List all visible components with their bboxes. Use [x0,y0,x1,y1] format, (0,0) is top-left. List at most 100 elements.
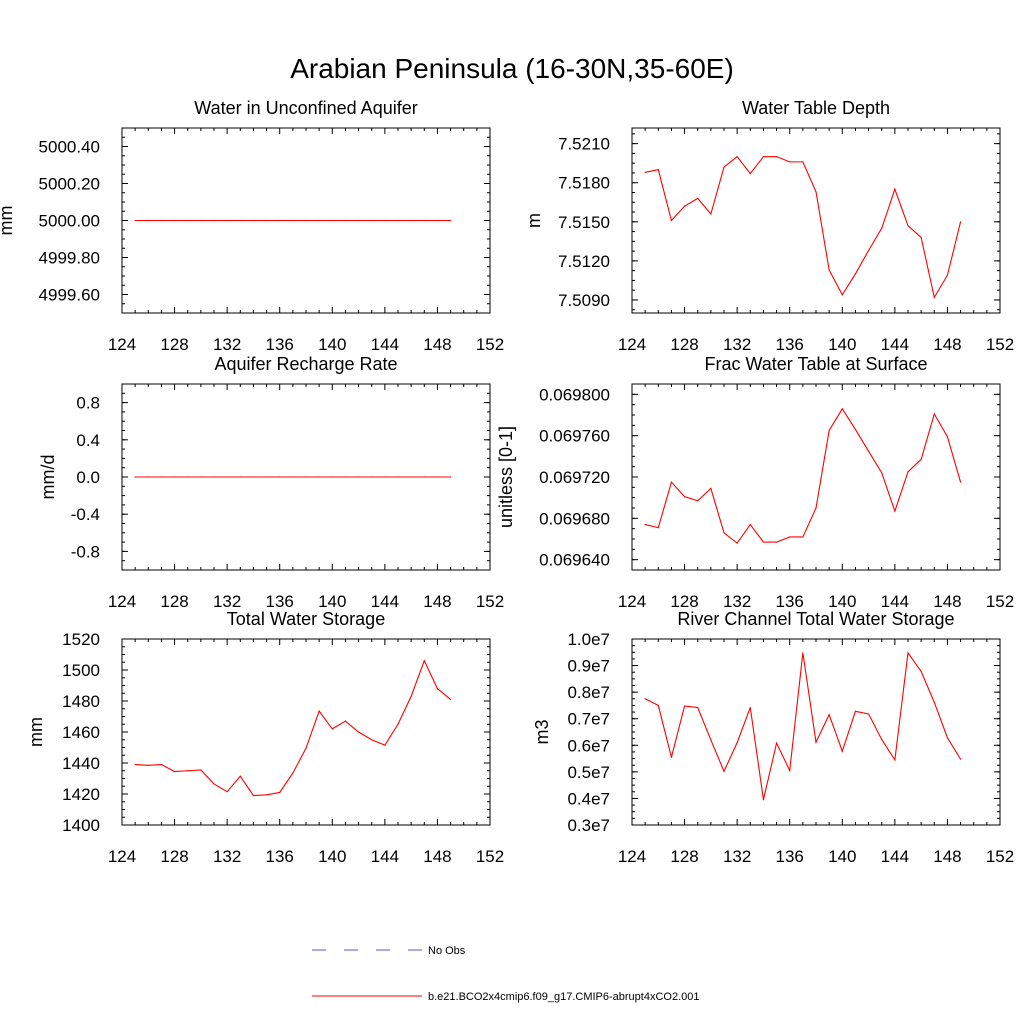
data-point [423,219,425,222]
y-tick-label: 7.5120 [558,252,610,271]
data-point [239,476,241,478]
data-point [200,219,202,222]
data-point [657,169,659,171]
y-tick-label: 1.0e7 [567,630,610,649]
panel-2: Water Table Depth 124 128 132 136 140 144 148 15… [524,98,1014,354]
data-point [134,763,136,766]
panel-title: Total Water Storage [227,609,385,629]
data-point [160,476,163,478]
data-point [279,476,281,478]
data-point [881,738,883,741]
x-tick-label: 152 [476,847,504,866]
data-point [279,791,281,794]
y-axis-label: mm [26,717,46,747]
data-point [907,225,909,227]
x-tick-label: 148 [423,847,451,866]
x-tick-label: 136 [266,847,294,866]
data-point [920,458,922,461]
y-axis-label: unitless [0-1] [496,426,516,528]
x-tick-label: 124 [618,335,646,354]
data-point [710,487,712,489]
data-point [318,476,320,478]
y-tick-label: 0.069800 [539,385,610,404]
data-point [292,219,294,222]
series-line [645,407,962,544]
y-tick-label: 1500 [62,661,100,680]
data-point [410,695,412,697]
y-tick-label: 0.4 [76,431,100,450]
data-point [920,236,922,239]
y-tick-label: 1400 [62,816,100,835]
y-tick-label: 7.5180 [558,174,610,193]
data-point [736,542,738,544]
data-point [436,476,439,478]
x-tick-label: 152 [986,592,1014,611]
data-point [187,476,189,478]
data-point [815,741,817,743]
data-point [187,219,189,222]
y-tick-label: 7.5090 [558,291,610,310]
data-point [959,221,962,223]
y-tick-label: 0.0 [76,468,100,487]
x-tick-label: 140 [318,592,346,611]
data-point [907,471,909,473]
data-point [226,219,228,222]
data-point [841,408,843,410]
data-point [397,476,399,478]
data-point [384,219,386,222]
data-point [147,476,149,478]
x-tick-label: 128 [670,592,698,611]
data-point [384,744,386,746]
series-line [135,659,451,797]
data-point [710,213,712,215]
data-point [265,794,268,796]
panel-title: Water in Unconfined Aquifer [194,98,417,118]
data-point [644,523,646,526]
data-point [449,476,452,478]
data-point [894,510,896,512]
y-tick-label: 0.069640 [539,551,610,570]
data-point [397,723,399,725]
data-point [173,219,176,222]
data-point [749,523,751,526]
x-tick-label: 124 [618,847,646,866]
x-tick-label: 144 [371,335,399,354]
y-tick-label: 4999.60 [39,286,100,305]
panel-title: Water Table Depth [742,98,890,118]
data-point [894,188,896,190]
series-line [645,155,962,299]
y-tick-label: 5000.20 [39,175,100,194]
y-tick-label: 0.069760 [539,427,610,446]
x-tick-label: 148 [423,335,451,354]
data-point [867,249,870,252]
data-point [213,783,215,785]
data-point [723,770,725,772]
x-tick-label: 140 [828,847,856,866]
y-tick-label: 0.8e7 [567,683,610,702]
y-tick-label: 0.069680 [539,509,610,528]
data-point [670,756,673,758]
data-point [881,227,883,229]
x-tick-label: 148 [933,592,961,611]
data-point [200,476,202,478]
y-axis-label: m3 [532,719,552,744]
y-tick-label: 1420 [62,785,100,804]
data-point [436,219,439,222]
data-point [410,476,412,478]
y-tick-label: 0.7e7 [567,710,610,729]
x-tick-label: 152 [986,847,1014,866]
data-point [775,541,778,543]
x-tick-label: 152 [476,335,504,354]
data-point [371,219,373,222]
data-point [946,436,949,438]
data-point [279,219,281,222]
data-point [789,536,791,538]
data-point [657,527,659,529]
x-tick-label: 136 [776,592,804,611]
y-tick-label: 7.5210 [558,135,610,154]
data-point [200,769,202,771]
y-tick-label: 7.5150 [558,213,610,232]
panel-title: Aquifer Recharge Rate [214,354,397,374]
x-tick-label: 124 [108,847,136,866]
data-point [292,772,294,774]
